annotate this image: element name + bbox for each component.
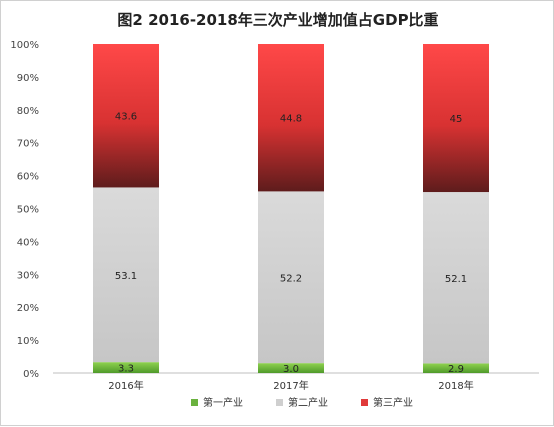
y-tick-label: 50% — [17, 205, 39, 216]
data-label: 3.0 — [283, 364, 299, 375]
y-tick-label: 80% — [17, 106, 39, 117]
data-label: 53.1 — [115, 271, 137, 282]
y-tick-label: 0% — [23, 369, 39, 380]
data-label: 45 — [450, 114, 463, 125]
bar-segment — [93, 187, 159, 363]
y-tick-label: 70% — [17, 139, 39, 150]
y-tick-label: 60% — [17, 172, 39, 183]
legend-swatch — [361, 399, 368, 406]
chart-title: 图2 2016-2018年三次产业增加值占GDP比重 — [117, 11, 438, 29]
x-tick-label: 2018年 — [438, 379, 473, 392]
bar-segment — [258, 44, 324, 192]
legend-swatch — [191, 399, 198, 406]
bar-segment — [258, 191, 324, 364]
bar-segment — [423, 44, 489, 193]
bar-segment — [423, 192, 489, 364]
x-tick-label: 2017年 — [273, 379, 308, 392]
data-label: 43.6 — [115, 112, 137, 123]
y-tick-label: 30% — [17, 270, 39, 281]
legend-label: 第一产业 — [203, 396, 243, 409]
data-label: 52.2 — [280, 273, 302, 284]
y-tick-label: 100% — [10, 40, 39, 51]
legend-label: 第三产业 — [373, 396, 413, 409]
x-tick-label: 2016年 — [108, 379, 143, 392]
y-tick-label: 40% — [17, 237, 39, 248]
data-label: 3.3 — [118, 364, 134, 375]
legend-swatch — [276, 399, 283, 406]
bar-segment — [258, 363, 324, 373]
bar-segment — [423, 363, 489, 373]
data-label: 52.1 — [445, 274, 467, 285]
bar-segment — [93, 44, 159, 188]
data-label: 2.9 — [448, 364, 464, 375]
legend-label: 第二产业 — [288, 396, 328, 409]
y-tick-label: 20% — [17, 303, 39, 314]
bar-segment — [93, 362, 159, 373]
y-tick-label: 10% — [17, 336, 39, 347]
y-tick-label: 90% — [17, 73, 39, 84]
data-label: 44.8 — [280, 114, 302, 125]
